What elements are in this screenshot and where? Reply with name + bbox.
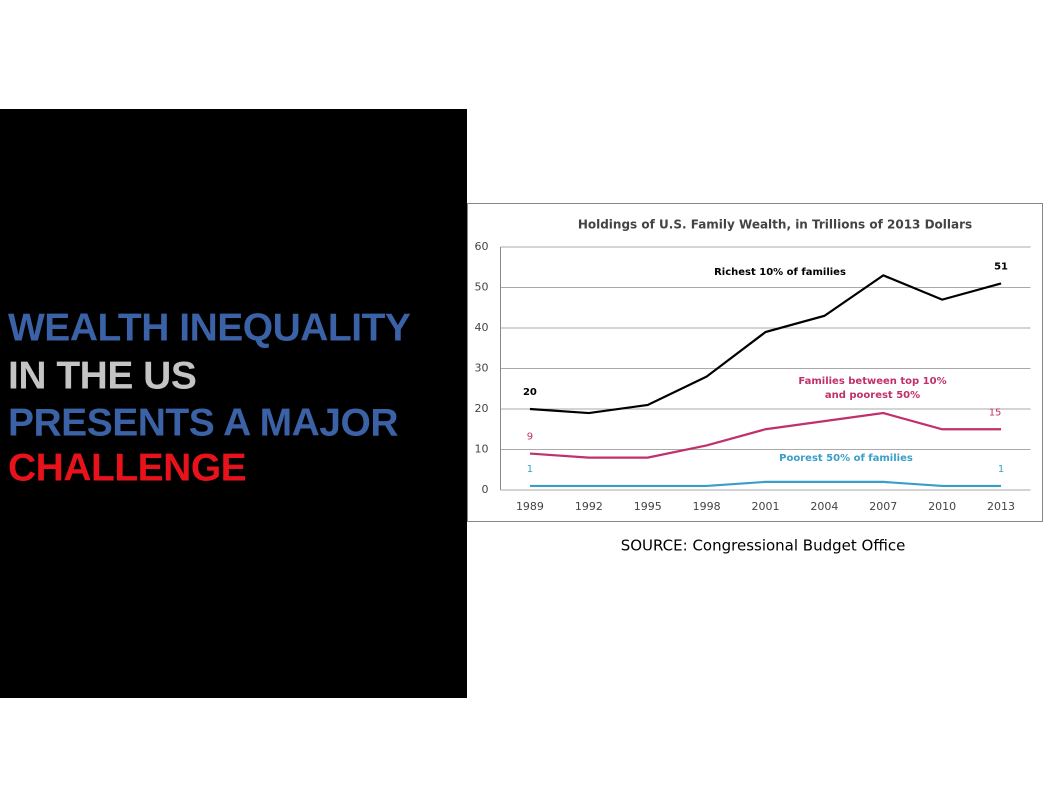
x-tick-label: 1992 [575, 500, 603, 513]
x-tick-label: 2001 [752, 500, 780, 513]
data-label: 1 [998, 464, 1004, 475]
series-label: Richest 10% of families [714, 267, 846, 278]
black-panel [0, 109, 467, 698]
y-tick-label: 50 [475, 281, 489, 294]
x-tick-label: 1995 [634, 500, 662, 513]
x-tick-label: 2007 [869, 500, 897, 513]
x-tick-label: 2013 [987, 500, 1015, 513]
x-tick-label: 1998 [693, 500, 721, 513]
series-line [529, 411, 1002, 459]
series-line [529, 274, 1002, 415]
source: SOURCE: Congressional Budget Office [621, 537, 906, 555]
y-tick-label: 40 [475, 321, 489, 334]
y-tick-label: 0 [482, 483, 489, 496]
x-tick-label: 1989 [516, 500, 544, 513]
x-tick-label: 2010 [928, 500, 956, 513]
x-tick-label: 2004 [810, 500, 838, 513]
y-tick-label: 30 [475, 362, 489, 375]
data-label: 20 [523, 387, 537, 398]
chart-frame [467, 203, 1043, 522]
y-tick-label: 10 [475, 443, 489, 456]
y-tick-label: 20 [475, 402, 489, 415]
data-label: 1 [527, 464, 533, 475]
series-label: Families between top 10% and poorest 50% [798, 376, 947, 401]
data-label: 15 [989, 407, 1002, 418]
chart-title: Holdings of U.S. Family Wealth, in Trill… [578, 218, 972, 232]
headline-line: PRESENTS A MAJOR [8, 401, 398, 444]
headline-line: CHALLENGE [8, 446, 246, 489]
y-tick-label: 60 [475, 240, 489, 253]
series-label: Poorest 50% of families [779, 453, 913, 464]
data-label: 51 [994, 261, 1008, 272]
headline-line: WEALTH INEQUALITY [8, 306, 411, 349]
headline-line: IN THE US [8, 354, 196, 397]
data-label: 9 [527, 432, 533, 443]
series-line [529, 480, 1002, 488]
